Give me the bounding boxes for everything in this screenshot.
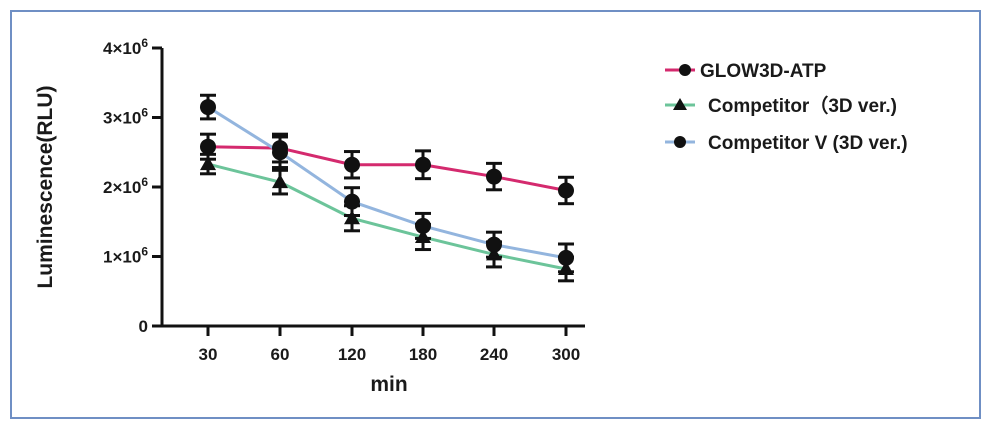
legend-marker-circle xyxy=(674,136,686,148)
data-point-circle xyxy=(200,99,216,116)
legend-marker-triangle xyxy=(673,98,687,110)
legend-label: Competitor（3D ver.) xyxy=(708,94,897,117)
legend-marker-circle xyxy=(679,64,691,76)
data-point-circle xyxy=(415,156,431,173)
data-point-circle xyxy=(200,138,216,155)
data-point-circle xyxy=(344,193,360,210)
series-line-0 xyxy=(207,145,567,192)
series-line-1 xyxy=(207,162,567,271)
data-point-triangle xyxy=(344,210,360,225)
data-point-circle xyxy=(558,249,574,266)
x-axis-title: min xyxy=(370,373,407,396)
data-point-triangle xyxy=(200,156,216,171)
data-point-triangle xyxy=(272,174,288,189)
data-point-circle xyxy=(486,168,502,185)
axes: 0 1×106 2×106 3×106 4×106 30 60 120 180 240 300 xyxy=(103,36,585,364)
y-tick-label: 4×106 xyxy=(103,36,148,58)
data-point-circle xyxy=(486,236,502,253)
series-layer xyxy=(200,93,574,283)
x-tick-label: 120 xyxy=(338,345,366,364)
legend-label: Competitor V (3D ver.) xyxy=(708,133,908,154)
x-tick-label: 30 xyxy=(199,345,218,364)
legend: GLOW3D-ATP Competitor（3D ver.) Competitor … xyxy=(665,61,908,154)
data-point-circle xyxy=(415,217,431,234)
y-tick-label: 2×106 xyxy=(103,175,148,197)
x-tick-label: 300 xyxy=(552,345,580,364)
legend-label: GLOW3D-ATP xyxy=(700,61,827,82)
data-point-circle xyxy=(344,156,360,173)
data-point-circle xyxy=(558,182,574,199)
chart-frame xyxy=(10,10,981,419)
y-tick-label: 1×106 xyxy=(103,245,148,267)
y-tick-label: 3×106 xyxy=(103,106,148,128)
x-tick-label: 60 xyxy=(271,345,290,364)
x-tick-label: 180 xyxy=(409,345,437,364)
y-tick-label: 0 xyxy=(139,317,148,336)
data-point-circle xyxy=(272,144,288,161)
x-tick-label: 240 xyxy=(480,345,508,364)
series-line-2 xyxy=(207,105,567,260)
y-axis-title: Luminescence(RLU) xyxy=(34,85,57,288)
